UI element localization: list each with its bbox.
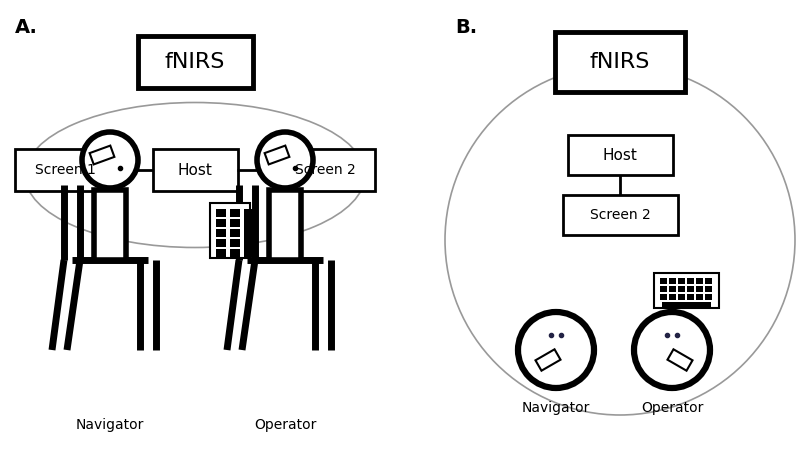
Bar bbox=[230, 228, 240, 237]
Text: Navigator: Navigator bbox=[522, 401, 590, 415]
Circle shape bbox=[634, 312, 710, 388]
Bar bbox=[138, 36, 253, 88]
Circle shape bbox=[257, 132, 313, 188]
Bar bbox=[555, 32, 685, 92]
Circle shape bbox=[445, 65, 795, 415]
Bar bbox=[90, 146, 114, 165]
Bar bbox=[705, 278, 711, 284]
Text: fNIRS: fNIRS bbox=[165, 52, 225, 72]
Bar bbox=[678, 286, 685, 292]
Bar bbox=[562, 195, 678, 235]
Bar bbox=[669, 293, 675, 299]
Bar bbox=[210, 202, 250, 258]
Text: A.: A. bbox=[15, 18, 38, 37]
Text: B.: B. bbox=[455, 18, 477, 37]
Bar bbox=[275, 149, 375, 191]
Bar bbox=[669, 278, 675, 284]
Bar bbox=[269, 190, 301, 260]
Bar bbox=[153, 149, 238, 191]
Bar bbox=[686, 278, 694, 284]
Bar bbox=[230, 248, 240, 257]
Bar bbox=[265, 146, 290, 165]
Bar bbox=[659, 293, 666, 299]
Text: Host: Host bbox=[178, 162, 213, 178]
Bar bbox=[216, 208, 226, 217]
Text: Screen 1: Screen 1 bbox=[34, 163, 95, 177]
Bar bbox=[662, 301, 710, 306]
Bar bbox=[535, 349, 561, 371]
Bar bbox=[678, 278, 685, 284]
Bar bbox=[94, 190, 126, 260]
Bar bbox=[230, 208, 240, 217]
Bar bbox=[216, 239, 226, 246]
Bar bbox=[686, 293, 694, 299]
Bar bbox=[695, 293, 702, 299]
Text: Operator: Operator bbox=[254, 418, 316, 432]
Text: Screen 2: Screen 2 bbox=[590, 208, 650, 222]
Text: Screen 2: Screen 2 bbox=[294, 163, 355, 177]
Bar bbox=[15, 149, 115, 191]
Bar bbox=[695, 286, 702, 292]
Bar bbox=[659, 286, 666, 292]
Text: Host: Host bbox=[602, 147, 638, 162]
Bar bbox=[230, 219, 240, 226]
Bar bbox=[667, 349, 693, 371]
Bar bbox=[216, 248, 226, 257]
Bar bbox=[705, 286, 711, 292]
Bar bbox=[216, 228, 226, 237]
Bar bbox=[216, 219, 226, 226]
Bar bbox=[686, 286, 694, 292]
Bar bbox=[567, 135, 673, 175]
Bar bbox=[654, 272, 718, 307]
Bar bbox=[659, 278, 666, 284]
Text: fNIRS: fNIRS bbox=[590, 52, 650, 72]
Bar bbox=[230, 239, 240, 246]
Bar bbox=[695, 278, 702, 284]
Bar bbox=[678, 293, 685, 299]
Bar bbox=[669, 286, 675, 292]
Circle shape bbox=[518, 312, 594, 388]
Text: Operator: Operator bbox=[641, 401, 703, 415]
Text: Navigator: Navigator bbox=[76, 418, 144, 432]
Circle shape bbox=[82, 132, 138, 188]
Bar bbox=[244, 208, 254, 257]
Bar bbox=[705, 293, 711, 299]
